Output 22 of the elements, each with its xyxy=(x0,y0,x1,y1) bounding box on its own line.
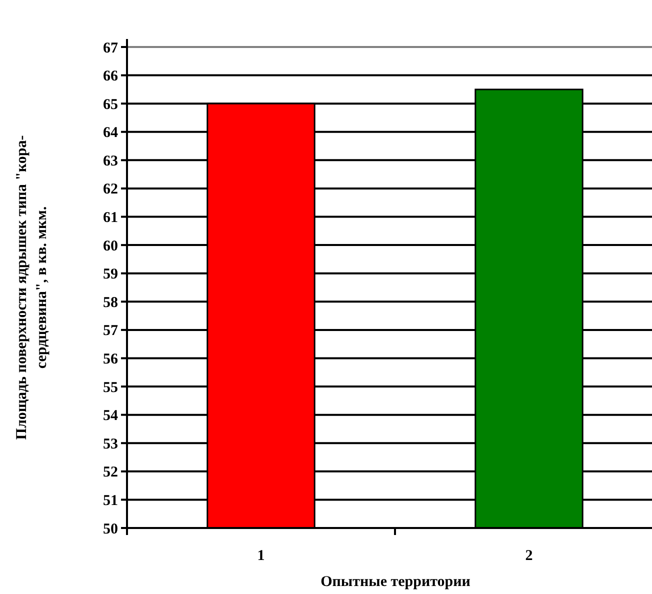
x-tick-label: 1 xyxy=(257,548,265,564)
y-tick-label: 67 xyxy=(103,40,118,56)
x-axis-title: Опытные территории xyxy=(320,574,471,590)
y-tick-label: 55 xyxy=(103,380,118,396)
y-tick-label: 59 xyxy=(103,266,118,283)
y-tick-label: 57 xyxy=(103,323,118,340)
x-tick-label: 2 xyxy=(525,548,533,564)
y-tick-label: 62 xyxy=(103,182,118,198)
y-tick-label: 53 xyxy=(103,436,118,452)
y-tick-label: 51 xyxy=(103,492,118,509)
y-tick-label: 52 xyxy=(103,464,118,481)
y-tick-label: 54 xyxy=(103,408,118,424)
y-tick-label: 63 xyxy=(103,153,118,170)
y-tick-label: 61 xyxy=(103,210,118,226)
y-tick-label: 65 xyxy=(103,96,118,113)
y-tick-label: 66 xyxy=(103,68,118,85)
y-tick-label: 60 xyxy=(103,238,118,254)
y-tick-label: 50 xyxy=(103,521,118,538)
y-tick-label: 64 xyxy=(103,125,118,142)
y-axis-title: Площадь поверхности ядрышек типа "кора- сердцевина", в кв. мкм. xyxy=(14,135,50,440)
y-tick-label: 56 xyxy=(103,351,118,368)
y-tick-label: 58 xyxy=(103,294,118,311)
